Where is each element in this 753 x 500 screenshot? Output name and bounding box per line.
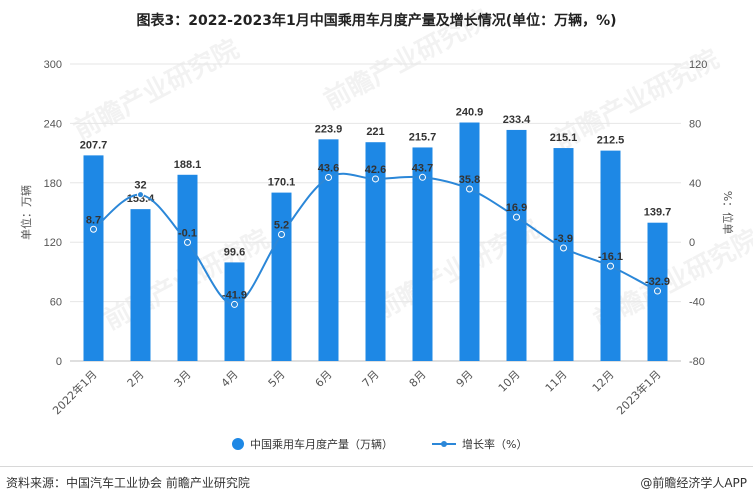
bar-value-label: 240.9 bbox=[456, 107, 484, 119]
x-tick-label: 10月 bbox=[496, 368, 523, 395]
legend-bar-label: 中国乘用车月度产量（万辆） bbox=[250, 437, 393, 451]
x-tick-label: 11月 bbox=[543, 368, 570, 395]
x-tick-label: 12月 bbox=[590, 368, 617, 395]
x-tick-label: 2月 bbox=[125, 368, 147, 390]
growth-rate-point bbox=[278, 230, 285, 238]
growth-rate-label: 43.6 bbox=[318, 162, 339, 174]
y-left-tick-label: 120 bbox=[44, 237, 62, 249]
legend-bar-marker bbox=[232, 438, 244, 450]
x-tick-label: 7月 bbox=[360, 368, 382, 390]
y-right-tick-label: 40 bbox=[689, 178, 701, 190]
y-left-tick-label: 180 bbox=[44, 178, 62, 190]
growth-rate-label: 43.7 bbox=[412, 162, 433, 174]
growth-rate-point bbox=[419, 173, 426, 181]
bar-value-label: 221 bbox=[366, 126, 384, 138]
y-right-tick-label: 120 bbox=[689, 59, 707, 71]
x-tick-label: 8月 bbox=[407, 368, 429, 390]
bar bbox=[224, 262, 245, 361]
watermark-text: 前瞻产业研究院 bbox=[69, 33, 244, 146]
bar bbox=[506, 129, 527, 361]
footer-divider bbox=[0, 466, 753, 467]
bar bbox=[459, 122, 480, 361]
x-tick-label: 9月 bbox=[454, 368, 476, 390]
y-right-tick-label: 80 bbox=[689, 118, 701, 130]
bar-value-label: 215.1 bbox=[550, 132, 578, 144]
bar-value-label: 207.7 bbox=[80, 139, 108, 151]
source-note: 资料来源：中国汽车工业协会 前瞻产业研究院 bbox=[6, 476, 250, 490]
bar-value-label: 212.5 bbox=[597, 135, 625, 147]
growth-rate-label: -41.9 bbox=[222, 289, 247, 301]
bar bbox=[365, 142, 386, 361]
growth-rate-label: -32.9 bbox=[645, 276, 670, 288]
brand-credit: @前瞻经济学人APP bbox=[640, 476, 747, 490]
growth-rate-label: -16.1 bbox=[598, 251, 623, 263]
growth-rate-point bbox=[372, 175, 379, 183]
growth-rate-label: 42.6 bbox=[365, 164, 386, 176]
y-left-tick-label: 300 bbox=[44, 59, 62, 71]
bar-value-label: 99.6 bbox=[224, 246, 245, 258]
y-left-axis-title: 单位：万辆 bbox=[19, 185, 33, 240]
bar-value-label: 223.9 bbox=[315, 123, 343, 135]
growth-rate-point bbox=[231, 300, 238, 308]
growth-rate-label: 35.8 bbox=[459, 174, 480, 186]
x-tick-label: 5月 bbox=[266, 368, 288, 390]
x-tick-label: 2022年1月 bbox=[49, 367, 99, 417]
bar-value-label: 139.7 bbox=[644, 207, 672, 219]
growth-rate-label: -0.1 bbox=[178, 227, 197, 239]
growth-rate-label: 32 bbox=[134, 180, 146, 192]
y-right-axis-title: %：位单 bbox=[721, 191, 735, 234]
legend-line-label: 增长率（%） bbox=[462, 437, 527, 451]
bar bbox=[412, 147, 433, 361]
growth-rate-label: -3.9 bbox=[554, 233, 573, 245]
growth-rate-point bbox=[137, 191, 144, 199]
growth-rate-point bbox=[90, 225, 97, 233]
y-left-tick-label: 0 bbox=[56, 356, 62, 368]
growth-rate-point bbox=[325, 173, 332, 181]
growth-rate-point bbox=[654, 287, 661, 295]
growth-rate-point bbox=[560, 244, 567, 252]
x-tick-label: 3月 bbox=[172, 368, 194, 390]
y-right-tick-label: -40 bbox=[689, 297, 705, 309]
legend-line-marker bbox=[441, 441, 447, 447]
x-tick-label: 2023年1月 bbox=[613, 367, 663, 417]
bar bbox=[318, 139, 339, 361]
growth-rate-label: 16.9 bbox=[506, 202, 527, 214]
growth-rate-point bbox=[607, 262, 614, 270]
growth-rate-point bbox=[184, 238, 191, 246]
chart-title: 图表3：2022-2023年1月中国乘用车月度产量及增长情况(单位：万辆，%) bbox=[136, 13, 617, 29]
watermark-text: 前瞻产业研究院 bbox=[319, 3, 494, 116]
bar bbox=[83, 155, 104, 361]
bar bbox=[271, 192, 292, 361]
growth-rate-label: 5.2 bbox=[274, 219, 289, 231]
combo-chart: 前瞻产业研究院前瞻产业研究院前瞻产业研究院前瞻产业研究院前瞻产业研究院前瞻产业研… bbox=[19, 3, 753, 451]
x-tick-label: 4月 bbox=[219, 368, 241, 390]
bar-value-label: 188.1 bbox=[174, 159, 202, 171]
y-left-tick-label: 60 bbox=[50, 297, 62, 309]
bar-value-label: 233.4 bbox=[503, 114, 531, 126]
y-right-tick-label: -80 bbox=[689, 356, 705, 368]
x-tick-label: 6月 bbox=[313, 368, 335, 390]
bar bbox=[600, 150, 621, 361]
bar bbox=[177, 174, 198, 361]
bar bbox=[130, 209, 151, 361]
growth-rate-point bbox=[513, 213, 520, 221]
bar-value-label: 215.7 bbox=[409, 131, 437, 143]
y-left-tick-label: 240 bbox=[44, 118, 62, 130]
growth-rate-point bbox=[466, 185, 473, 193]
bar-value-label: 170.1 bbox=[268, 177, 296, 189]
y-right-tick-label: 0 bbox=[689, 237, 695, 249]
growth-rate-label: 8.7 bbox=[86, 214, 101, 226]
bar bbox=[553, 148, 574, 361]
